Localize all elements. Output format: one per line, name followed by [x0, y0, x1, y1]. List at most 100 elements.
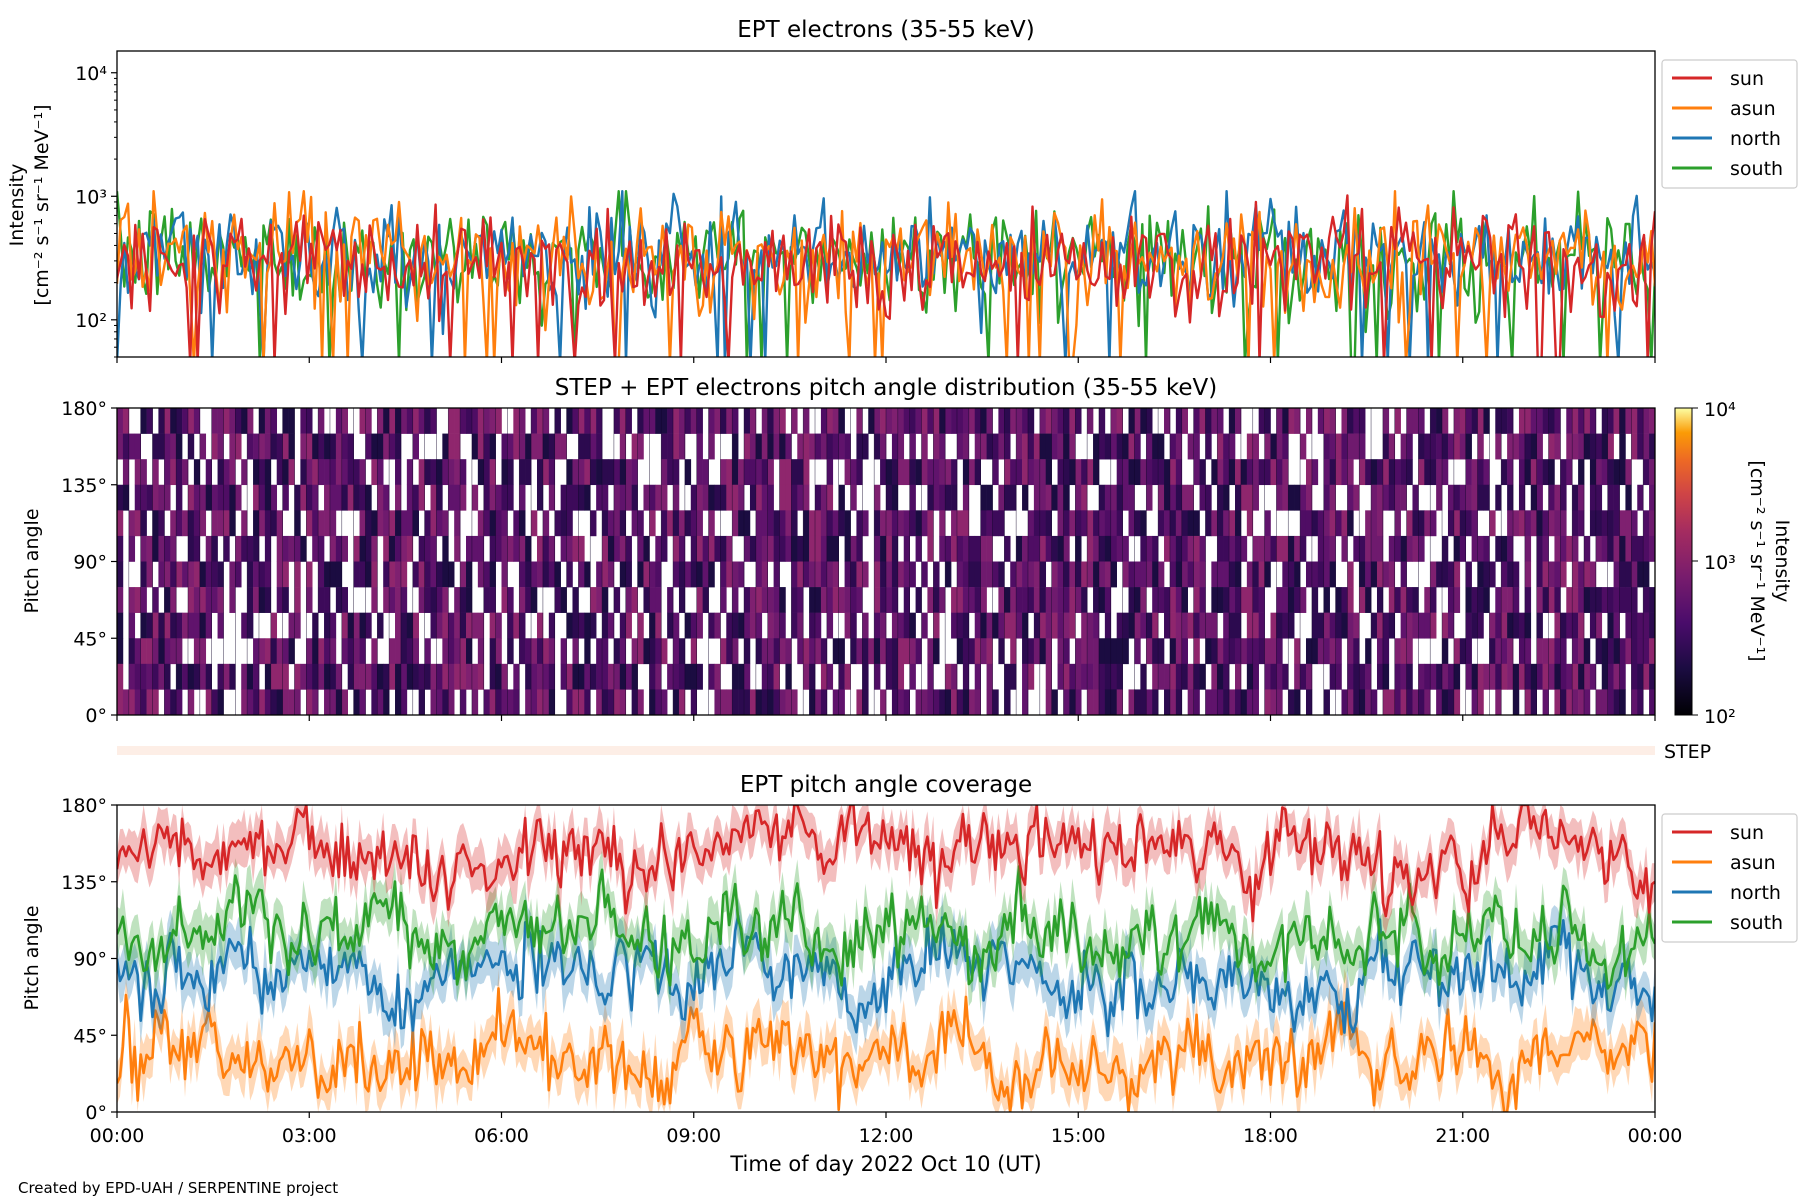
heatmap-cell: [460, 689, 467, 715]
heatmap-cell: [880, 638, 887, 665]
heatmap-cell: [501, 459, 508, 486]
heatmap-cell: [1323, 689, 1330, 715]
heatmap-cell: [1524, 459, 1532, 486]
heatmap-cell: [1513, 433, 1520, 460]
heatmap-cell: [732, 561, 739, 588]
heatmap-cell: [176, 433, 183, 460]
heatmap-cell: [1530, 689, 1537, 715]
heatmap-cell: [347, 459, 354, 486]
heatmap-cell: [1158, 638, 1165, 665]
heatmap-cell: [140, 638, 147, 665]
heatmap-cell: [1098, 535, 1106, 562]
heatmap-cell: [324, 459, 331, 486]
heatmap-cell: [1613, 561, 1620, 588]
heatmap-cell: [406, 459, 414, 486]
heatmap-cell: [649, 510, 656, 537]
heatmap-cell: [643, 408, 650, 434]
heatmap-cell: [1140, 535, 1147, 562]
heatmap-cell: [755, 587, 763, 613]
heatmap-cell: [655, 587, 662, 613]
heatmap-cell: [1566, 535, 1573, 562]
heatmap-cell: [1211, 510, 1218, 537]
heatmap-cell: [1471, 459, 1478, 486]
heatmap-cell: [1063, 459, 1070, 486]
heatmap-cell: [915, 408, 922, 434]
heatmap-cell: [152, 433, 159, 460]
heatmap-cell: [1465, 510, 1472, 537]
heatmap-cell: [1447, 484, 1455, 511]
heatmap-cell: [483, 510, 490, 537]
heatmap-cell: [170, 612, 177, 639]
heatmap-cell: [442, 459, 449, 486]
heatmap-cell: [785, 433, 792, 460]
heatmap-cell: [424, 535, 431, 562]
heatmap-cell: [862, 663, 869, 690]
heatmap-cell: [1643, 663, 1650, 690]
heatmap-cell: [1305, 484, 1313, 511]
panel2-ylabel: Pitch angle: [21, 508, 43, 613]
heatmap-cell: [726, 408, 733, 434]
heatmap-cell: [1436, 408, 1443, 434]
heatmap-cell: [513, 408, 520, 434]
heatmap-cell: [1524, 689, 1532, 715]
heatmap-cell: [702, 587, 709, 613]
heatmap-cell: [1572, 561, 1579, 588]
heatmap-cell: [1524, 587, 1532, 613]
heatmap-cell: [1033, 433, 1041, 460]
heatmap-cell: [1595, 484, 1603, 511]
heatmap-cell: [1169, 510, 1177, 537]
heatmap-cell: [607, 612, 615, 639]
heatmap-cell: [1276, 459, 1283, 486]
heatmap-cell: [501, 561, 508, 588]
heatmap-cell: [164, 663, 171, 690]
heatmap-cell: [1371, 510, 1378, 537]
heatmap-cell: [282, 484, 289, 511]
heatmap-cell: [927, 638, 934, 665]
heatmap-cell: [1477, 587, 1484, 613]
heatmap-cell: [294, 689, 301, 715]
heatmap-cell: [1465, 587, 1472, 613]
heatmap-cell: [448, 459, 455, 486]
heatmap-cell: [744, 535, 751, 562]
heatmap-cell: [726, 459, 733, 486]
heatmap-cell: [1524, 612, 1532, 639]
heatmap-cell: [1175, 689, 1183, 715]
heatmap-cell: [276, 433, 283, 460]
colorbar-ticklabel-low: 10²: [1704, 706, 1736, 728]
heatmap-cell: [253, 484, 260, 511]
heatmap-cell: [276, 663, 283, 690]
heatmap-cell: [164, 587, 171, 613]
heatmap-cell: [1566, 663, 1573, 690]
heatmap-cell: [389, 408, 396, 434]
heatmap-cell: [548, 535, 556, 562]
heatmap-cell: [1649, 612, 1655, 639]
heatmap-cell: [211, 510, 218, 537]
heatmap-cell: [146, 561, 153, 588]
heatmap-cell: [1418, 689, 1425, 715]
heatmap-cell: [1400, 561, 1407, 588]
heatmap-cell: [276, 561, 283, 588]
heatmap-cell: [655, 408, 662, 434]
heatmap-cell: [371, 638, 378, 665]
panel4-ytick-label: 135°: [61, 872, 107, 894]
heatmap-cell: [1122, 535, 1129, 562]
heatmap-cell: [761, 535, 768, 562]
heatmap-cell: [791, 561, 798, 588]
heatmap-cell: [1063, 484, 1070, 511]
heatmap-cell: [1004, 535, 1011, 562]
heatmap-cell: [483, 408, 490, 434]
heatmap-cell: [791, 510, 798, 537]
heatmap-cell: [838, 433, 845, 460]
heatmap-cell: [1169, 638, 1177, 665]
heatmap-cell: [1098, 484, 1106, 511]
heatmap-cell: [732, 459, 739, 486]
heatmap-cell: [1394, 408, 1401, 434]
heatmap-cell: [1069, 587, 1076, 613]
heatmap-cell: [1625, 484, 1632, 511]
panel1-legend: sun asun north south: [1661, 59, 1798, 189]
heatmap-cell: [874, 433, 881, 460]
heatmap-cell: [1164, 663, 1171, 690]
heatmap-cell: [1572, 510, 1579, 537]
xaxis-ticklabels: 00:00 03:00 06:00 09:00 12:00 15:00 18:00 21:00…: [90, 1125, 1683, 1147]
heatmap-cell: [1607, 587, 1614, 613]
